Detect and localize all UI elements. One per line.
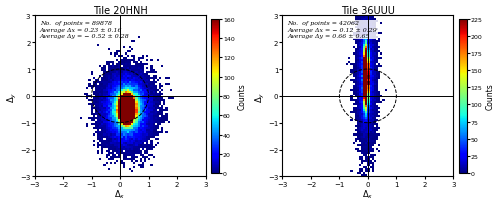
Y-axis label: $\Delta_y$: $\Delta_y$ [254, 91, 266, 102]
Y-axis label: Counts: Counts [486, 83, 494, 110]
Title: Tile 36UUU: Tile 36UUU [341, 6, 395, 15]
Title: Tile 20HNH: Tile 20HNH [92, 6, 148, 15]
Text: No.  of points = 89878
Average Δx = 0.23 ± 0.16
Average Δy = − 0.52 ± 0.28: No. of points = 89878 Average Δx = 0.23 … [40, 21, 130, 39]
Text: No.  of points = 42062
Average Δx = − 0.12 ± 0.29
Average Δy = 0.66 ± 0.65: No. of points = 42062 Average Δx = − 0.1… [288, 21, 378, 39]
X-axis label: $\Delta_x$: $\Delta_x$ [362, 188, 374, 200]
Y-axis label: Counts: Counts [238, 83, 246, 110]
X-axis label: $\Delta_x$: $\Delta_x$ [114, 188, 126, 200]
Y-axis label: $\Delta_y$: $\Delta_y$ [6, 91, 18, 102]
